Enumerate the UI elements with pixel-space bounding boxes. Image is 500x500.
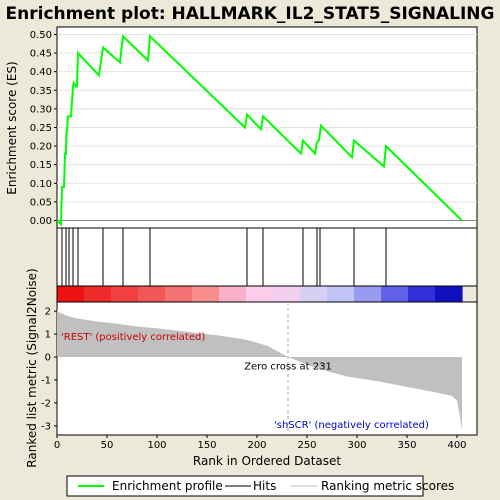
heatmap-segment (354, 286, 382, 302)
hits-panel (56, 227, 478, 287)
rank-x-tick-label: 0 (54, 440, 60, 451)
es-y-tick-label: 0.50 (30, 30, 52, 41)
rank-x-tick-label: 150 (197, 440, 216, 451)
es-y-tick-label: 0.30 (30, 104, 52, 115)
rank-y-axis-label: Ranked list metric (Signal2Noise) (25, 268, 39, 467)
legend: Enrichment profile Hits Ranking metric sco… (78, 479, 454, 493)
ranking-metric-area (57, 310, 462, 431)
es-y-axis-label: Enrichment score (ES) (5, 61, 19, 194)
rank-x-tick-label: 300 (347, 440, 366, 451)
es-y-tick-label: 0.45 (30, 49, 52, 60)
legend-label: Ranking metric scores (321, 479, 454, 493)
heatmap-segment (57, 286, 85, 302)
rank-x-tick-label: 350 (397, 440, 416, 451)
rank-x-axis-label: Rank in Ordered Dataset (193, 454, 341, 468)
rank-y-tick-label: 0 (45, 353, 51, 364)
es-y-ticks: 0.00 0.05 0.10 0.15 0.20 0.25 0.30 0.35 0.40 0.45… (30, 30, 57, 227)
rank-x-tick-label: 250 (297, 440, 316, 451)
positive-correlation-label: 'REST' (positively correlated) (61, 332, 205, 343)
hit-markers (61, 228, 387, 286)
es-y-tick-label: 0.25 (30, 123, 52, 134)
heatmap-segment (138, 286, 166, 302)
heatmap-segment (327, 286, 355, 302)
es-y-tick-label: 0.10 (30, 179, 52, 190)
es-y-tick-label: 0.05 (30, 197, 52, 208)
heatmap-segment (246, 286, 274, 302)
heatmap-segment (192, 286, 220, 302)
chart-title: Enrichment plot: HALLMARK_IL2_STAT5_SIGN… (6, 4, 495, 24)
rank-x-tick-label: 400 (447, 440, 466, 451)
heatmap-segment (381, 286, 409, 302)
legend-label: Hits (253, 479, 276, 493)
es-y-tick-label: 0.00 (30, 216, 52, 227)
rank-x-tick-label: 200 (247, 440, 266, 451)
rank-y-tick-label: 2 (45, 307, 51, 318)
heatmap-segment (435, 286, 463, 302)
es-y-tick-label: 0.40 (30, 67, 52, 78)
zero-cross-label: Zero cross at 231 (244, 362, 332, 373)
heatmap-segment (111, 286, 139, 302)
heatmap-segment (84, 286, 112, 302)
es-y-tick-label: 0.35 (30, 86, 52, 97)
es-y-tick-label: 0.15 (30, 160, 52, 171)
heatmap-segment (165, 286, 193, 302)
rank-y-tick-label: 1 (45, 330, 51, 341)
negative-correlation-label: 'shSCR' (negatively correlated) (274, 420, 429, 431)
heatmap-segment (300, 286, 328, 302)
heatmap-segment (219, 286, 247, 302)
enrichment-profile-line (56, 34, 463, 227)
legend-label: Enrichment profile (112, 479, 223, 493)
rank-heatmap-bar (57, 286, 463, 302)
rank-x-tick-label: 100 (147, 440, 166, 451)
rank-x-tick-label: 50 (101, 440, 114, 451)
heatmap-segment (408, 286, 436, 302)
rank-y-tick-label: -1 (41, 375, 51, 386)
rank-y-tick-label: -2 (41, 398, 51, 409)
rank-y-tick-label: -3 (41, 421, 51, 432)
rank-y-ticks: 2 1 0 -1 -2 -3 (41, 307, 57, 432)
heatmap-segment (273, 286, 301, 302)
rank-x-ticks: 0 50 100 150 200 250 300 350 400 (54, 435, 467, 451)
es-y-tick-label: 0.20 (30, 142, 52, 153)
es-gridlines (57, 33, 477, 222)
